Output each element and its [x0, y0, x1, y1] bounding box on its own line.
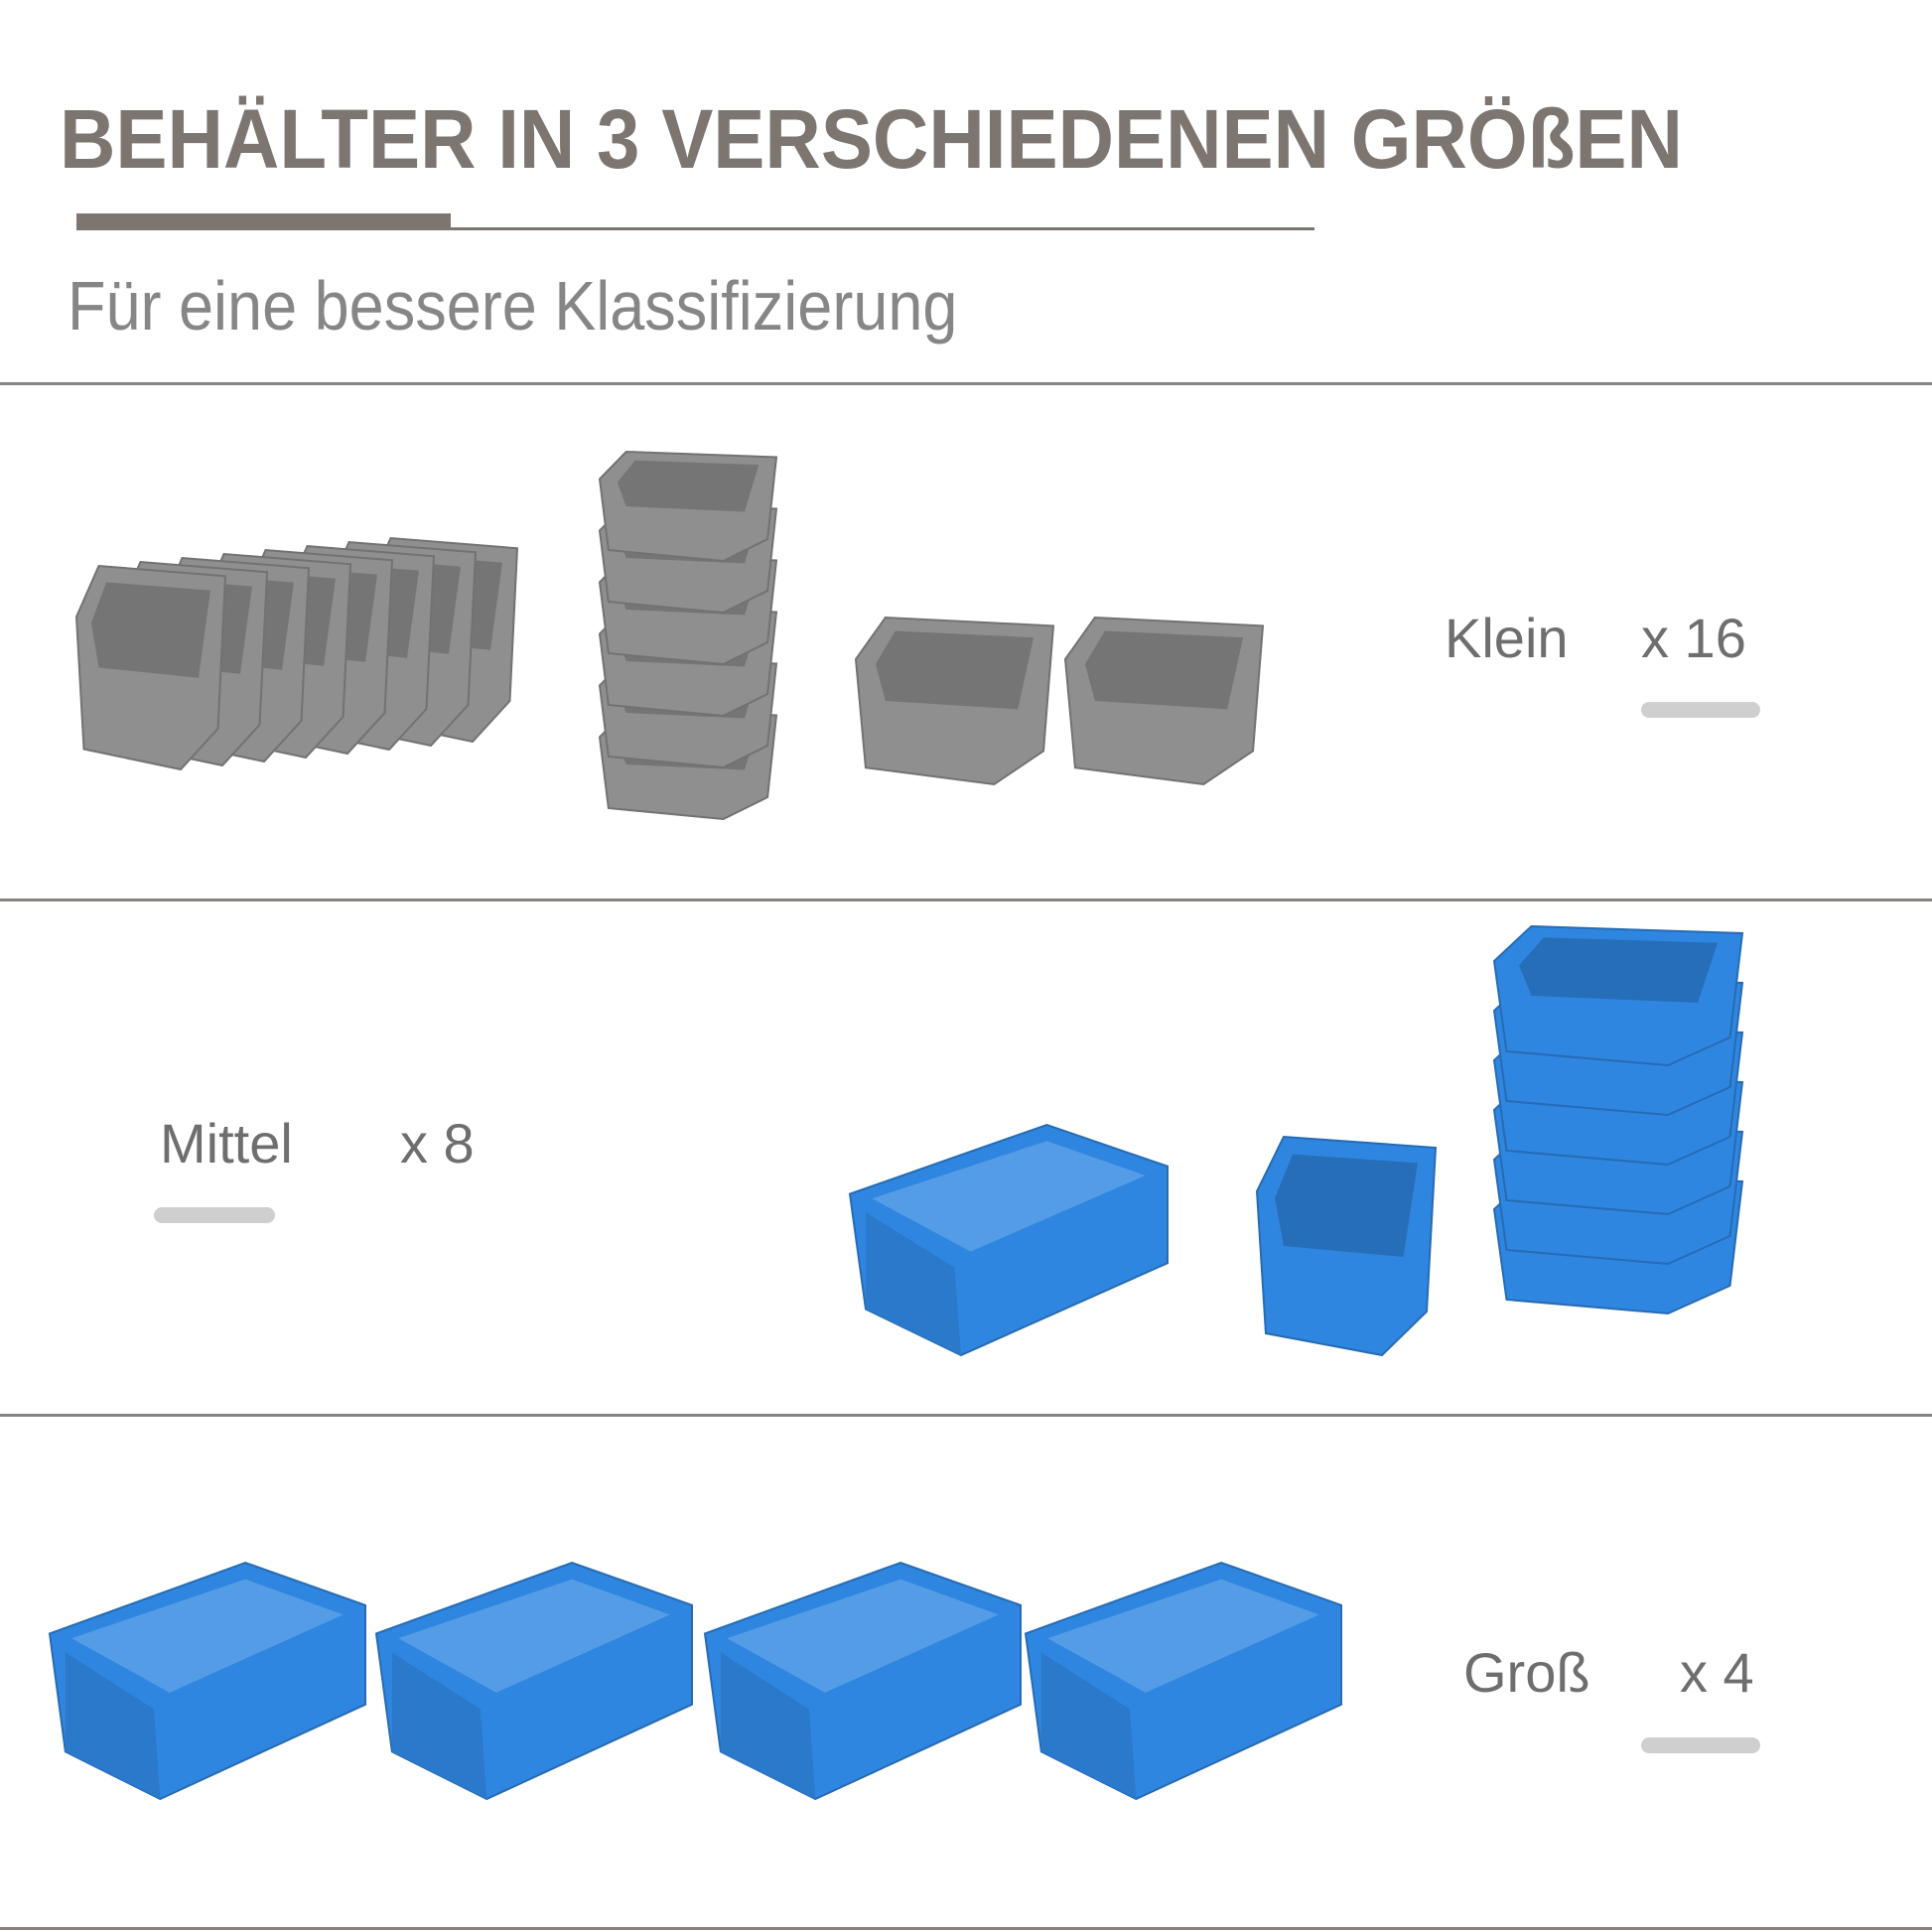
title-underline — [76, 227, 1314, 230]
small-bin-row — [74, 564, 227, 771]
divider — [0, 1927, 1932, 1930]
size-label-medium: Mittel — [160, 1112, 293, 1174]
size-pill-large — [1641, 1737, 1760, 1753]
small-bin-with-screws — [1063, 616, 1265, 786]
title-underline-accent — [76, 213, 451, 229]
small-bin-with-screws — [854, 616, 1055, 786]
medium-bin-stack — [1492, 924, 1744, 1067]
large-bin — [48, 1561, 366, 1801]
divider — [0, 898, 1932, 901]
quantity-large: x 4 — [1680, 1641, 1754, 1704]
divider — [0, 1414, 1932, 1417]
large-bin — [703, 1561, 1022, 1801]
size-pill-medium — [154, 1207, 275, 1223]
medium-bin-upright — [1255, 1135, 1438, 1357]
small-bin-stack — [598, 450, 778, 563]
size-label-small: Klein — [1445, 607, 1569, 669]
quantity-medium: x 8 — [400, 1112, 475, 1174]
divider — [0, 382, 1932, 385]
size-label-large: Groß — [1463, 1641, 1590, 1704]
large-bin — [374, 1561, 693, 1801]
large-bin — [1024, 1561, 1342, 1801]
size-pill-small — [1641, 702, 1760, 718]
quantity-small: x 16 — [1641, 607, 1746, 669]
page-title: BEHÄLTER IN 3 VERSCHIEDENEN GRÖßEN — [60, 92, 1683, 186]
page-subtitle: Für eine bessere Klassifizierung — [68, 267, 958, 345]
medium-bin — [848, 1123, 1169, 1357]
